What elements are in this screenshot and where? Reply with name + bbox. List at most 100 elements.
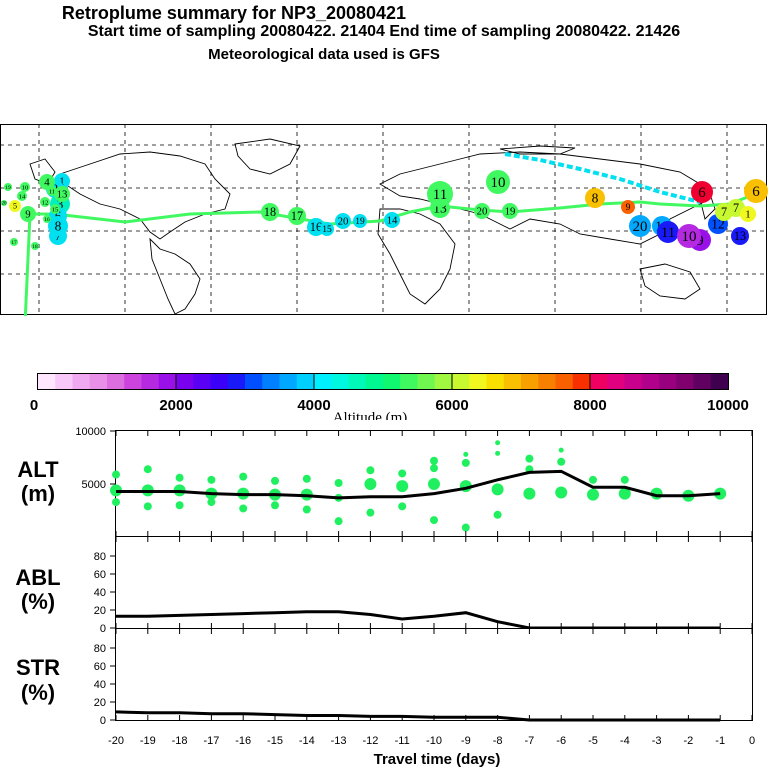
- trajectory-markers: 1234567891011121314151617181920171816152…: [1, 170, 768, 251]
- x-tick-label: -9: [461, 735, 471, 747]
- str-yticks: 80 60 40 20 0: [94, 643, 115, 727]
- trajectory-marker: [10, 238, 18, 246]
- alt-point: [207, 498, 216, 507]
- trajectory-path-high: [504, 152, 701, 204]
- colorbar-swatch: [89, 374, 108, 389]
- alt-mean-line: [116, 469, 721, 500]
- alt-point: [430, 516, 438, 525]
- trajectory-marker: [48, 216, 68, 236]
- colorbar-swatch: [590, 374, 608, 389]
- trajectory-marker-label: 18: [264, 205, 276, 219]
- trajectory-marker-label: 8: [592, 191, 599, 206]
- colorbar-swatch: [314, 374, 332, 389]
- colorbar-swatch: [124, 374, 142, 389]
- str-ytick-label: 20: [94, 697, 106, 709]
- trajectory-marker: [657, 221, 679, 243]
- str-line: [115, 710, 721, 722]
- colorbar-swatch: [227, 374, 246, 389]
- alt-point: [493, 510, 502, 519]
- colorbar-swatch: [296, 374, 315, 389]
- colorbar-swatches: [38, 374, 729, 389]
- colorbar-swatch: [641, 374, 660, 389]
- colorbar-label: Altitude (m): [333, 410, 408, 420]
- x-tick-label: -2: [684, 735, 694, 747]
- x-tick-label: -19: [140, 735, 156, 747]
- x-tick-label: -8: [493, 735, 503, 747]
- colorbar-swatch: [38, 374, 56, 389]
- colorbar-swatch: [158, 374, 177, 389]
- alt-point: [302, 474, 311, 483]
- trajectory-marker-label: 8: [55, 219, 62, 234]
- colorbar-swatch: [486, 374, 505, 389]
- trajectory-marker-label: 4: [44, 177, 50, 189]
- trajectory-marker-label: 10: [682, 229, 697, 245]
- colorbar-swatch: [279, 374, 298, 389]
- trajectory-marker-label: 13: [57, 189, 68, 201]
- trajectory-marker-label: 16: [44, 217, 50, 223]
- alt-point: [620, 475, 629, 484]
- str-ytick-label: 60: [94, 661, 106, 673]
- alt-point: [461, 523, 470, 532]
- alt-point: [207, 475, 216, 484]
- str-ytick-label: 40: [94, 679, 106, 691]
- colorbar-swatch: [262, 374, 280, 389]
- colorbar-tick-label: 0: [30, 397, 38, 414]
- colorbar-swatch: [503, 374, 522, 389]
- alt-point: [396, 480, 409, 493]
- coastlines: [29, 138, 716, 315]
- trajectory-marker-label: 16: [310, 220, 322, 234]
- colorbar-swatch: [176, 374, 194, 389]
- colorbar-swatch: [469, 374, 487, 389]
- str-title: STR: [16, 655, 60, 680]
- alt-ytick-5000: 5000: [82, 479, 106, 491]
- alt-scatter: [110, 440, 727, 532]
- trajectory-marker: [50, 204, 60, 214]
- colorbar-swatch: [676, 374, 694, 389]
- meteo-source: Meteorological data used is GFS: [208, 46, 440, 63]
- alt-point: [271, 501, 279, 510]
- colorbar-swatch: [538, 374, 556, 389]
- alt-point: [334, 479, 343, 487]
- trajectory-marker: [335, 213, 351, 229]
- trajectory-marker: [715, 203, 733, 221]
- abl-ytick-label: 40: [94, 587, 106, 599]
- trajectory-marker: [54, 186, 70, 202]
- trajectory-marker: [31, 242, 39, 250]
- alt-point: [461, 458, 470, 467]
- colorbar-swatch: [555, 374, 574, 389]
- trajectory-marker-label: 12: [42, 199, 49, 206]
- trajectory-marker-label: 14: [387, 215, 398, 227]
- colorbar-swatch: [659, 374, 677, 389]
- trajectory-marker: [474, 203, 490, 219]
- trajectory-marker: [9, 200, 21, 212]
- str-ytick-label: 80: [94, 643, 106, 655]
- alt-point: [366, 466, 375, 475]
- trajectory-marker-label: 7: [733, 201, 739, 215]
- trajectory-marker: [1, 200, 7, 206]
- trajectory-marker-label: 14: [19, 193, 26, 200]
- world-map: 1234567891011121314151617181920171816152…: [0, 124, 768, 316]
- trajectory-marker: [384, 212, 400, 228]
- trajectory-marker: [288, 207, 306, 225]
- trajectory-marker: [427, 181, 453, 207]
- alt-point: [112, 470, 120, 479]
- colorbar-swatch: [141, 374, 160, 389]
- alt-ytick-10000: 10000: [75, 426, 106, 438]
- alt-point: [557, 457, 566, 466]
- abl-ytick-label: 80: [94, 551, 106, 563]
- trajectory-marker-label: 10: [491, 175, 506, 191]
- trajectory-marker-label: 6: [698, 185, 705, 201]
- colorbar-swatch: [452, 374, 470, 389]
- trajectory-marker-label: 20: [633, 219, 648, 235]
- x-tick-label: -13: [331, 735, 347, 747]
- trajectory-marker-label: 15: [322, 225, 332, 235]
- trajectory-marker: [261, 203, 279, 221]
- trajectory-marker-label: 18: [32, 244, 38, 250]
- str-unit: (%): [21, 680, 55, 705]
- alt-point: [334, 517, 343, 526]
- trajectory-marker-label: 13: [734, 229, 746, 243]
- alt-point: [558, 447, 564, 453]
- colorbar-swatch: [72, 374, 91, 389]
- alt-point: [589, 475, 597, 484]
